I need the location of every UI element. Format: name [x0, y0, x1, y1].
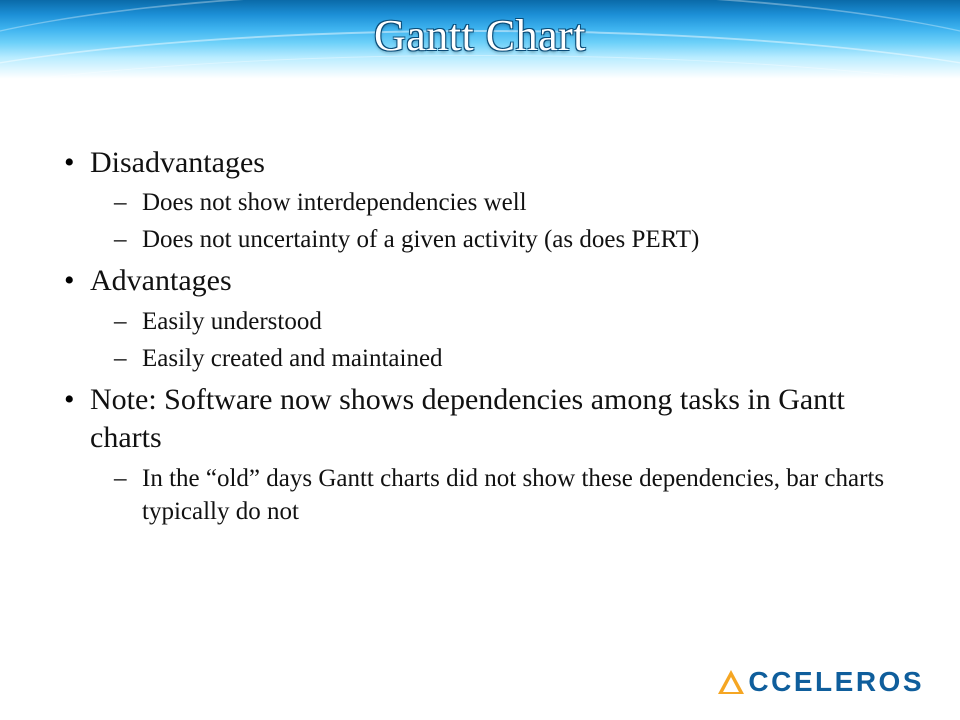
list-item: Does not show interdependencies well [108, 186, 900, 219]
list-item: Easily understood [108, 305, 900, 338]
slide: Gantt Chart Disadvantages Does not show … [0, 0, 960, 720]
bullet-sublist: Easily understood Easily created and mai… [90, 305, 900, 375]
slide-title: Gantt Chart [0, 10, 960, 61]
bullet-sublist: In the “old” days Gantt charts did not s… [90, 462, 900, 528]
list-item: Does not uncertainty of a given activity… [108, 223, 900, 256]
header-decoration [0, 30, 960, 96]
list-item-text: Advantages [90, 264, 232, 297]
list-item-text: Disadvantages [90, 146, 265, 179]
bullet-list: Disadvantages Does not show interdepende… [60, 144, 900, 528]
logo-triangle-icon [718, 670, 744, 694]
slide-body: Disadvantages Does not show interdepende… [0, 96, 960, 720]
list-item: Note: Software now shows dependencies am… [60, 381, 900, 528]
slide-header: Gantt Chart [0, 0, 960, 96]
list-item: Easily created and maintained [108, 342, 900, 375]
footer-logo: CCELEROS [718, 666, 924, 698]
list-item: In the “old” days Gantt charts did not s… [108, 462, 900, 528]
bullet-sublist: Does not show interdependencies well Doe… [90, 186, 900, 256]
list-item: Disadvantages Does not show interdepende… [60, 144, 900, 256]
list-item-text: Note: Software now shows dependencies am… [90, 383, 845, 454]
header-decoration [0, 55, 960, 96]
logo-text: CCELEROS [748, 666, 924, 698]
list-item: Advantages Easily understood Easily crea… [60, 262, 900, 374]
